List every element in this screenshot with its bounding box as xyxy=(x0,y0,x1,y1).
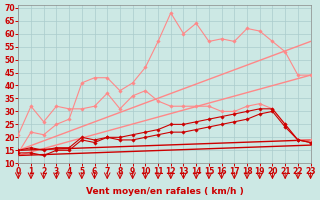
X-axis label: Vent moyen/en rafales ( km/h ): Vent moyen/en rafales ( km/h ) xyxy=(85,187,243,196)
